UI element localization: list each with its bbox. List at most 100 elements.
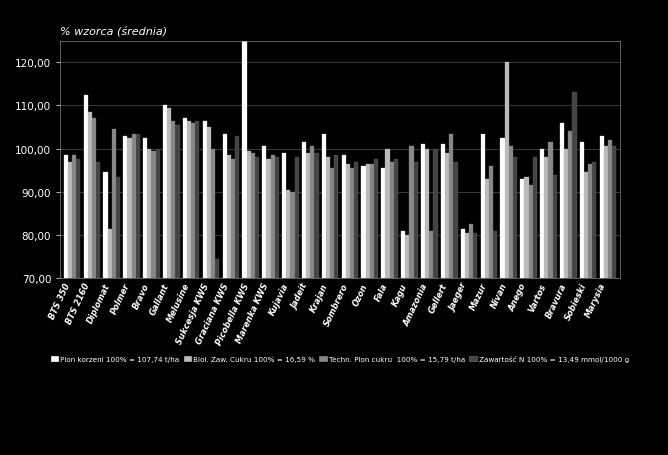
Bar [156, 149, 160, 278]
Bar [509, 147, 513, 278]
Bar [469, 225, 473, 278]
Bar [183, 119, 187, 278]
Bar [295, 158, 299, 278]
Bar [167, 108, 171, 278]
Bar [132, 134, 136, 278]
Bar [124, 136, 128, 278]
Bar [63, 156, 68, 278]
Bar [394, 160, 398, 278]
Bar [370, 164, 374, 278]
Bar [116, 177, 120, 278]
Bar [235, 136, 239, 278]
Bar [528, 186, 533, 278]
Bar [306, 154, 310, 278]
Bar [195, 121, 200, 278]
Bar [143, 138, 147, 278]
Bar [441, 145, 445, 278]
Text: % wzorca (średnia): % wzorca (średnia) [60, 26, 167, 37]
Bar [449, 134, 454, 278]
Bar [108, 229, 112, 278]
Bar [430, 231, 434, 278]
Bar [612, 147, 617, 278]
Bar [354, 162, 358, 278]
Bar [68, 162, 72, 278]
Bar [191, 123, 195, 278]
Bar [493, 231, 497, 278]
Bar [242, 41, 246, 278]
Bar [334, 156, 339, 278]
Bar [350, 169, 354, 278]
Bar [564, 149, 568, 278]
Bar [489, 167, 493, 278]
Bar [504, 63, 509, 278]
Bar [548, 143, 552, 278]
Bar [381, 169, 385, 278]
Bar [473, 233, 478, 278]
Bar [330, 169, 334, 278]
Bar [231, 160, 235, 278]
Bar [322, 134, 326, 278]
Bar [365, 164, 370, 278]
Bar [434, 149, 438, 278]
Bar [211, 149, 215, 278]
Bar [291, 192, 295, 278]
Bar [425, 149, 430, 278]
Bar [409, 147, 413, 278]
Bar [588, 164, 593, 278]
Bar [176, 126, 180, 278]
Bar [568, 132, 572, 278]
Bar [136, 134, 140, 278]
Bar [405, 236, 409, 278]
Bar [84, 96, 88, 278]
Bar [385, 149, 389, 278]
Bar [346, 164, 350, 278]
Bar [513, 158, 517, 278]
Bar [584, 173, 588, 278]
Bar [315, 154, 319, 278]
Bar [275, 158, 279, 278]
Bar [152, 152, 156, 278]
Bar [207, 128, 211, 278]
Bar [222, 134, 226, 278]
Bar [341, 156, 346, 278]
Bar [76, 160, 80, 278]
Bar [544, 158, 548, 278]
Bar [128, 138, 132, 278]
Bar [524, 177, 528, 278]
Bar [445, 154, 449, 278]
Bar [263, 147, 267, 278]
Bar [255, 158, 259, 278]
Bar [282, 154, 286, 278]
Bar [92, 119, 96, 278]
Bar [480, 134, 485, 278]
Bar [226, 156, 231, 278]
Bar [593, 162, 597, 278]
Bar [560, 123, 564, 278]
Bar [147, 149, 152, 278]
Bar [215, 259, 219, 278]
Bar [454, 162, 458, 278]
Bar [500, 138, 504, 278]
Bar [580, 143, 584, 278]
Bar [485, 180, 489, 278]
Bar [600, 136, 604, 278]
Bar [310, 147, 315, 278]
Bar [608, 141, 612, 278]
Bar [267, 160, 271, 278]
Bar [374, 160, 378, 278]
Bar [389, 162, 394, 278]
Bar [401, 231, 405, 278]
Bar [540, 149, 544, 278]
Bar [533, 158, 537, 278]
Bar [465, 233, 469, 278]
Bar [302, 143, 306, 278]
Bar [246, 152, 250, 278]
Bar [413, 162, 418, 278]
Bar [271, 156, 275, 278]
Bar [96, 162, 100, 278]
Bar [171, 121, 176, 278]
Bar [326, 158, 330, 278]
Legend: Plon korzeni 100% = 107,74 t/ha, Biol. Zaw. Cukru 100% = 16,59 %, Techn. Plon cu: Plon korzeni 100% = 107,74 t/ha, Biol. Z… [48, 353, 632, 365]
Bar [104, 173, 108, 278]
Bar [202, 121, 207, 278]
